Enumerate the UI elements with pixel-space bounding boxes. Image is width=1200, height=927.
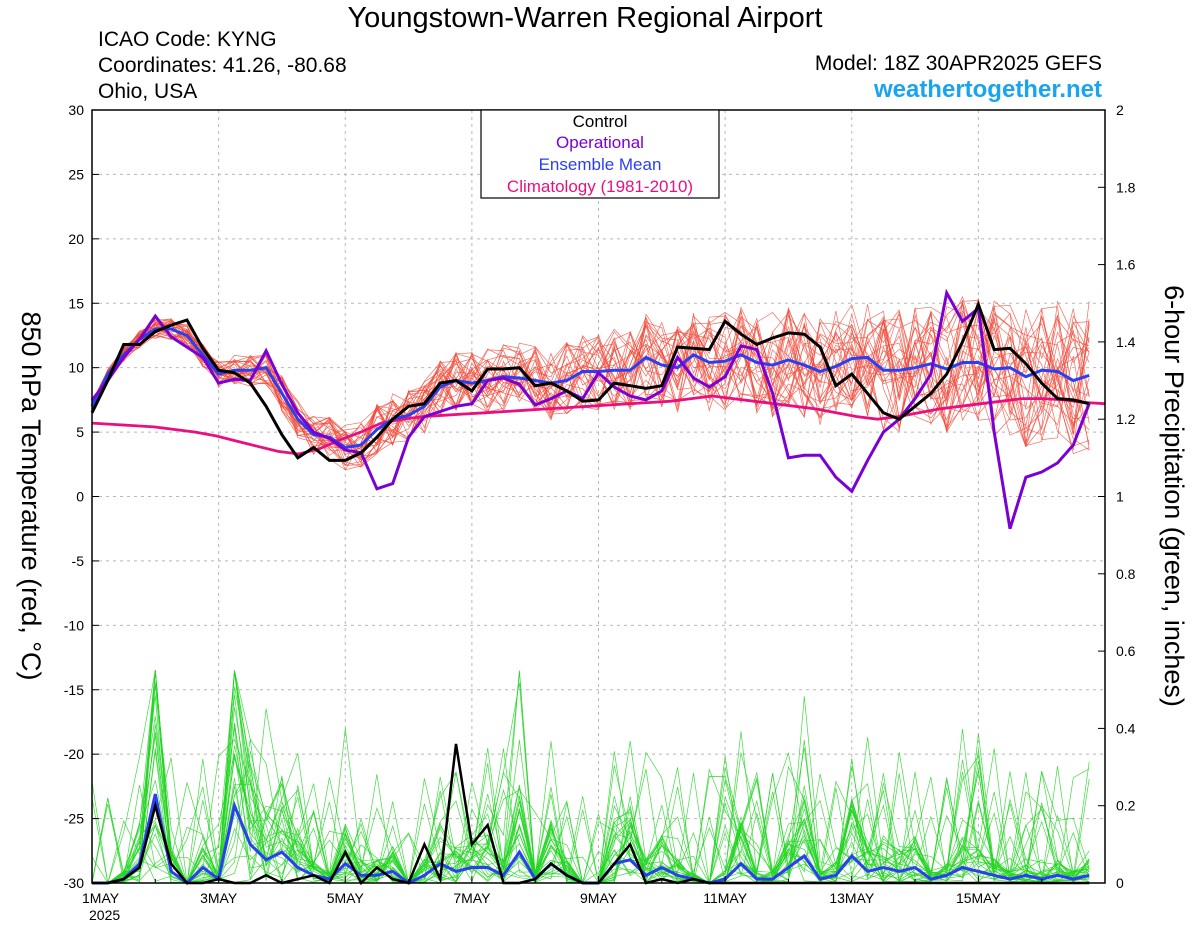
- legend-box: [480, 109, 720, 199]
- temp-member-line: [91, 304, 1090, 449]
- temp-member-line: [91, 299, 1090, 457]
- x-tick-label: 13MAY: [829, 890, 875, 906]
- temp-member-line: [91, 304, 1090, 446]
- temp-control-line: [90, 300, 1090, 462]
- y2-tick-label: 1.2: [1116, 411, 1136, 427]
- y2-tick-label: 1.6: [1116, 257, 1136, 273]
- y2-tick-label: 0: [1116, 875, 1124, 891]
- legend-ensemble-mean: Ensemble Mean: [539, 155, 662, 174]
- x-tick-label: 1MAY: [82, 890, 120, 906]
- legend-climatology: Climatology (1981-2010): [507, 177, 693, 196]
- y2-tick-label: 1.8: [1116, 179, 1136, 195]
- icao-code: ICAO Code: KYNG: [98, 28, 277, 51]
- y-tick-label: -30: [64, 875, 84, 891]
- temp-member-line: [91, 298, 1090, 471]
- temp-member-line: [91, 307, 1090, 448]
- y-tick-label: 0: [76, 489, 84, 505]
- precip-member-line: [91, 670, 1090, 884]
- y-axis-label: 850 hPa Temperature (red, °C): [16, 312, 46, 681]
- y2-tick-label: 0.4: [1116, 720, 1136, 736]
- temp-mean-line: [90, 327, 1090, 450]
- x-tick-label: 15MAY: [956, 890, 1002, 906]
- y-tick-label: -5: [72, 553, 85, 569]
- site-link[interactable]: weathertogether.net: [873, 76, 1102, 103]
- y2-axis-ticks: 2 1.8 1.6 1.4 1.2 1 0.8 0.6 0.4 0.2 0: [1098, 102, 1136, 891]
- y-tick-label: 25: [68, 166, 84, 182]
- y-axis-ticks: 30 25 20 15 10 5 0 -5 -10 -15 -20 -25 -30: [64, 102, 99, 891]
- climatology-line: [91, 394, 1106, 456]
- legend: Control Operational Ensemble Mean Climat…: [480, 109, 720, 199]
- grid: [92, 110, 1105, 883]
- y2-axis-label: 6-hour Precipitation (green, inches): [1159, 285, 1189, 707]
- y2-tick-label: 0.6: [1116, 643, 1136, 659]
- precip-member-line: [92, 723, 1090, 884]
- x-tick-label: 3MAY: [200, 890, 238, 906]
- model-run: Model: 18Z 30APR2025 GEFS: [814, 52, 1102, 75]
- precip-member-line: [92, 751, 1090, 884]
- y-tick-label: 20: [68, 231, 84, 247]
- x-tick-label: 7MAY: [453, 890, 491, 906]
- y-tick-label: 5: [76, 424, 84, 440]
- y2-tick-label: 1.4: [1116, 334, 1136, 350]
- legend-control: Control: [573, 112, 628, 131]
- legend-operational: Operational: [556, 133, 644, 152]
- y-tick-label: 10: [68, 360, 84, 376]
- y-tick-label: -25: [64, 811, 84, 827]
- y2-tick-label: 0.2: [1116, 798, 1136, 814]
- y2-tick-label: 0.8: [1116, 566, 1136, 582]
- y-tick-label: -15: [64, 682, 84, 698]
- temp-member-line: [91, 302, 1090, 456]
- x-tick-label: 5MAY: [327, 890, 365, 906]
- y-tick-label: 30: [68, 102, 84, 118]
- x-tick-sublabel: 2025: [89, 907, 120, 923]
- x-tick-label: 9MAY: [580, 890, 618, 906]
- y-tick-label: 15: [68, 295, 84, 311]
- temp-member-line: [91, 302, 1090, 455]
- region: Ohio, USA: [98, 80, 198, 103]
- x-tick-label: 11MAY: [703, 890, 747, 906]
- temp-operational-line: [90, 288, 1091, 530]
- y-tick-label: -20: [64, 746, 84, 762]
- y-tick-label: -10: [64, 617, 84, 633]
- coordinates: Coordinates: 41.26, -80.68: [98, 54, 347, 77]
- page-title: Youngstown-Warren Regional Airport: [347, 2, 823, 34]
- y2-tick-label: 1: [1116, 489, 1124, 505]
- y2-tick-label: 2: [1116, 102, 1124, 118]
- precip-member-line: [92, 747, 1090, 884]
